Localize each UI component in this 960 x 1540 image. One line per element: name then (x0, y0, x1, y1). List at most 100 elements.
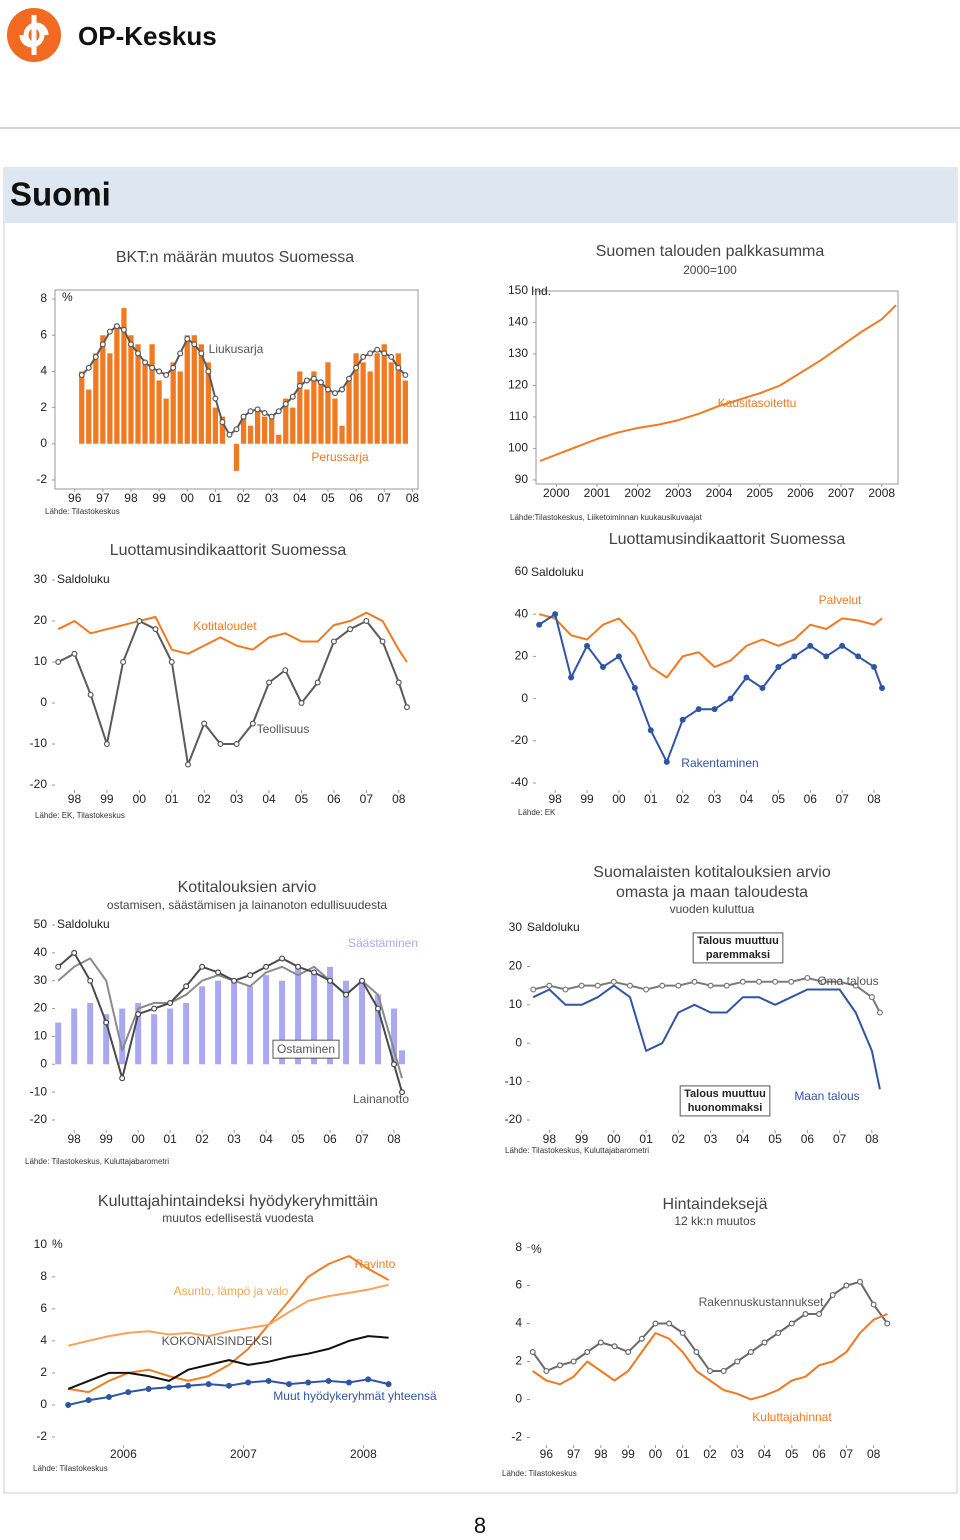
series-marker (303, 377, 310, 384)
series-marker (823, 653, 830, 660)
series-label: Ostaminen (277, 1042, 335, 1056)
series-label: Oma talous (817, 974, 878, 988)
series-marker (530, 986, 537, 993)
x-tick-label: 04 (736, 1132, 750, 1146)
bar (198, 344, 204, 444)
x-tick-label: 02 (198, 792, 212, 806)
series-marker (87, 691, 94, 698)
series-marker (295, 963, 302, 970)
y-tick-label: -20 (30, 777, 48, 791)
series-marker (325, 1377, 332, 1384)
bar (318, 380, 324, 444)
series-marker (402, 372, 409, 379)
x-tick-label: 99 (580, 792, 594, 806)
y-tick-label: 6 (40, 327, 47, 341)
series-marker (268, 413, 275, 420)
series-marker (666, 1320, 673, 1327)
series-marker (625, 1348, 632, 1355)
series-label: Ravinto (355, 1257, 396, 1271)
bar (304, 389, 310, 444)
series-marker (346, 1379, 353, 1386)
series-marker (679, 716, 686, 723)
y-tick-label: 40 (34, 945, 48, 959)
y-tick-label: 30 (509, 920, 523, 934)
series-marker (610, 978, 617, 985)
bar (86, 389, 92, 444)
y-tick-label: 30 (34, 973, 48, 987)
series-marker (723, 982, 730, 989)
series-marker (331, 390, 338, 397)
series-marker (125, 1389, 132, 1396)
section-title: Suomi (10, 176, 111, 213)
series-marker (570, 1358, 577, 1365)
series-marker (249, 720, 256, 727)
source-note: Lähde: Tilastokeskus (45, 507, 120, 516)
chart: Kuluttajahintaindeksi hyödykeryhmittäinm… (33, 1193, 437, 1473)
x-tick-label: 02 (195, 1132, 209, 1146)
series-marker (142, 359, 149, 366)
series-label: KOKONAISINDEKSI (162, 1334, 273, 1348)
series-marker (802, 1311, 809, 1318)
series-marker (871, 663, 878, 670)
series-marker (546, 982, 553, 989)
bar (262, 416, 268, 444)
series-marker (324, 386, 331, 393)
x-tick-label: 01 (165, 792, 179, 806)
series-marker (791, 653, 798, 660)
series-marker (219, 419, 226, 426)
bar (240, 416, 247, 444)
series-marker (184, 335, 191, 342)
bar (170, 362, 176, 444)
y-tick-label: 120 (508, 378, 528, 392)
y-tick-label: 0 (40, 695, 47, 709)
series-marker (152, 626, 159, 633)
series-marker (314, 679, 321, 686)
series-marker (339, 386, 346, 393)
series-marker (205, 368, 212, 375)
y-tick-label: 4 (40, 1333, 47, 1347)
y-tick-label: -2 (36, 1429, 47, 1443)
series-marker (231, 977, 238, 984)
series-marker (261, 410, 268, 417)
series-line (532, 1313, 888, 1401)
chart: Suomalaisten kotitalouksien arvio omasta … (505, 864, 883, 1155)
x-tick-label: 05 (772, 792, 786, 806)
bar (327, 966, 334, 1065)
series-marker (71, 650, 78, 657)
bar (156, 380, 162, 444)
series-marker (611, 1343, 618, 1350)
x-tick-label: 00 (612, 792, 626, 806)
series-label: Teollisuus (257, 722, 310, 736)
series-marker (638, 1335, 645, 1342)
bar (332, 398, 338, 444)
series-marker (289, 393, 296, 400)
series-marker (106, 328, 113, 335)
series-marker (282, 667, 289, 674)
series-marker (839, 642, 846, 649)
series-marker (870, 1301, 877, 1308)
y-tick-label: 0 (40, 1056, 47, 1070)
x-tick-label: 98 (124, 491, 138, 505)
bar (402, 380, 408, 444)
x-tick-label: 2006 (787, 486, 814, 500)
x-tick-label: 03 (731, 1447, 745, 1461)
series-label: Rakennuskustannukset (699, 1295, 824, 1309)
bar (263, 975, 270, 1065)
bar (79, 371, 85, 444)
y-tick-label: 2 (40, 1365, 47, 1379)
x-tick-label: 02 (676, 792, 690, 806)
source-note: Lähde: Tilastokeskus (502, 1469, 577, 1478)
series-marker (177, 350, 184, 357)
x-tick-label: 08 (392, 792, 406, 806)
series-marker (296, 382, 303, 389)
x-tick-label: 2008 (868, 486, 895, 500)
series-marker (226, 431, 233, 438)
annotation: Talous muuttuu (697, 935, 779, 947)
series-marker (167, 1000, 174, 1007)
y-axis-unit: % (52, 1237, 63, 1251)
series-marker (884, 1320, 891, 1327)
series-marker (775, 663, 782, 670)
y-axis-unit: Saldoluku (531, 565, 584, 579)
x-tick-label: 04 (740, 792, 754, 806)
series-marker (734, 1358, 741, 1365)
